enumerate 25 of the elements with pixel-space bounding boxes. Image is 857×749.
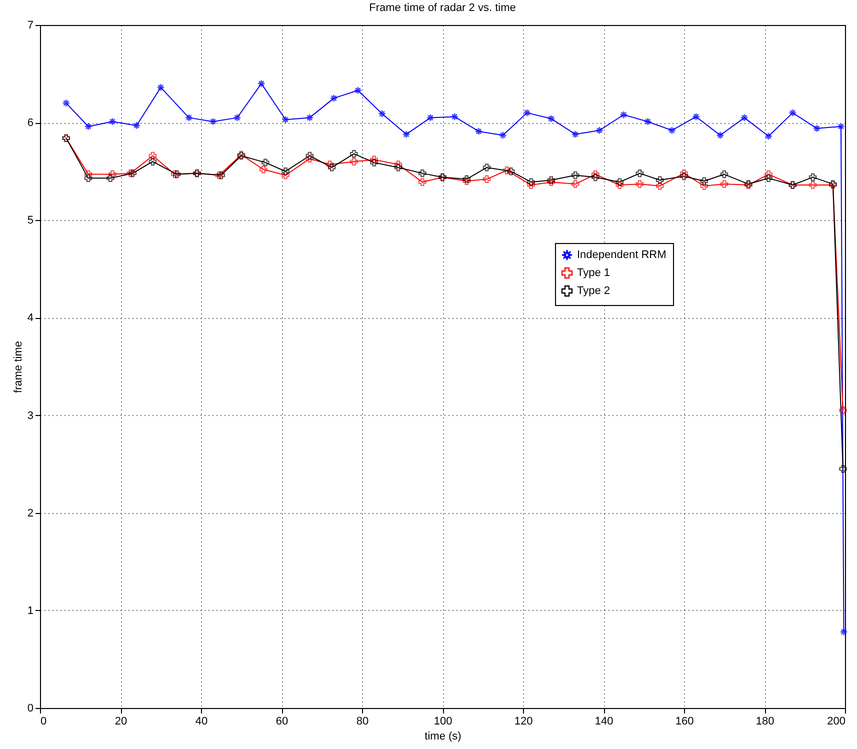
x-tick-label: 80 xyxy=(356,716,369,728)
x-axis-title: time (s) xyxy=(424,730,462,742)
chart-title: Frame time of radar 2 vs. time xyxy=(369,2,516,14)
x-tick-label: 20 xyxy=(114,716,128,728)
x-tick-label: 160 xyxy=(675,716,694,728)
y-tick-label: 0 xyxy=(27,702,34,714)
legend-label: Type 1 xyxy=(577,267,610,279)
y-tick-label: 1 xyxy=(27,604,34,617)
y-tick-label: 4 xyxy=(27,312,34,324)
y-axis-title: frame time xyxy=(12,341,24,393)
y-tick-label: 5 xyxy=(27,214,34,227)
y-tick-label: 6 xyxy=(27,117,34,130)
x-tick-label: 200 xyxy=(827,716,846,728)
x-tick-label: 0 xyxy=(40,716,47,728)
y-tick-label: 2 xyxy=(27,507,34,520)
x-tick-label: 100 xyxy=(434,716,452,728)
y-tick-label: 7 xyxy=(27,20,34,32)
x-tick-label: 180 xyxy=(756,716,774,728)
x-tick-label: 120 xyxy=(514,716,533,728)
legend-label: Independent RRM xyxy=(577,249,666,261)
y-tick-label: 3 xyxy=(27,410,34,422)
legend-label: Type 2 xyxy=(577,285,610,297)
x-tick-label: 40 xyxy=(195,716,208,728)
x-tick-label: 60 xyxy=(276,716,288,728)
x-tick-label: 140 xyxy=(594,716,614,728)
